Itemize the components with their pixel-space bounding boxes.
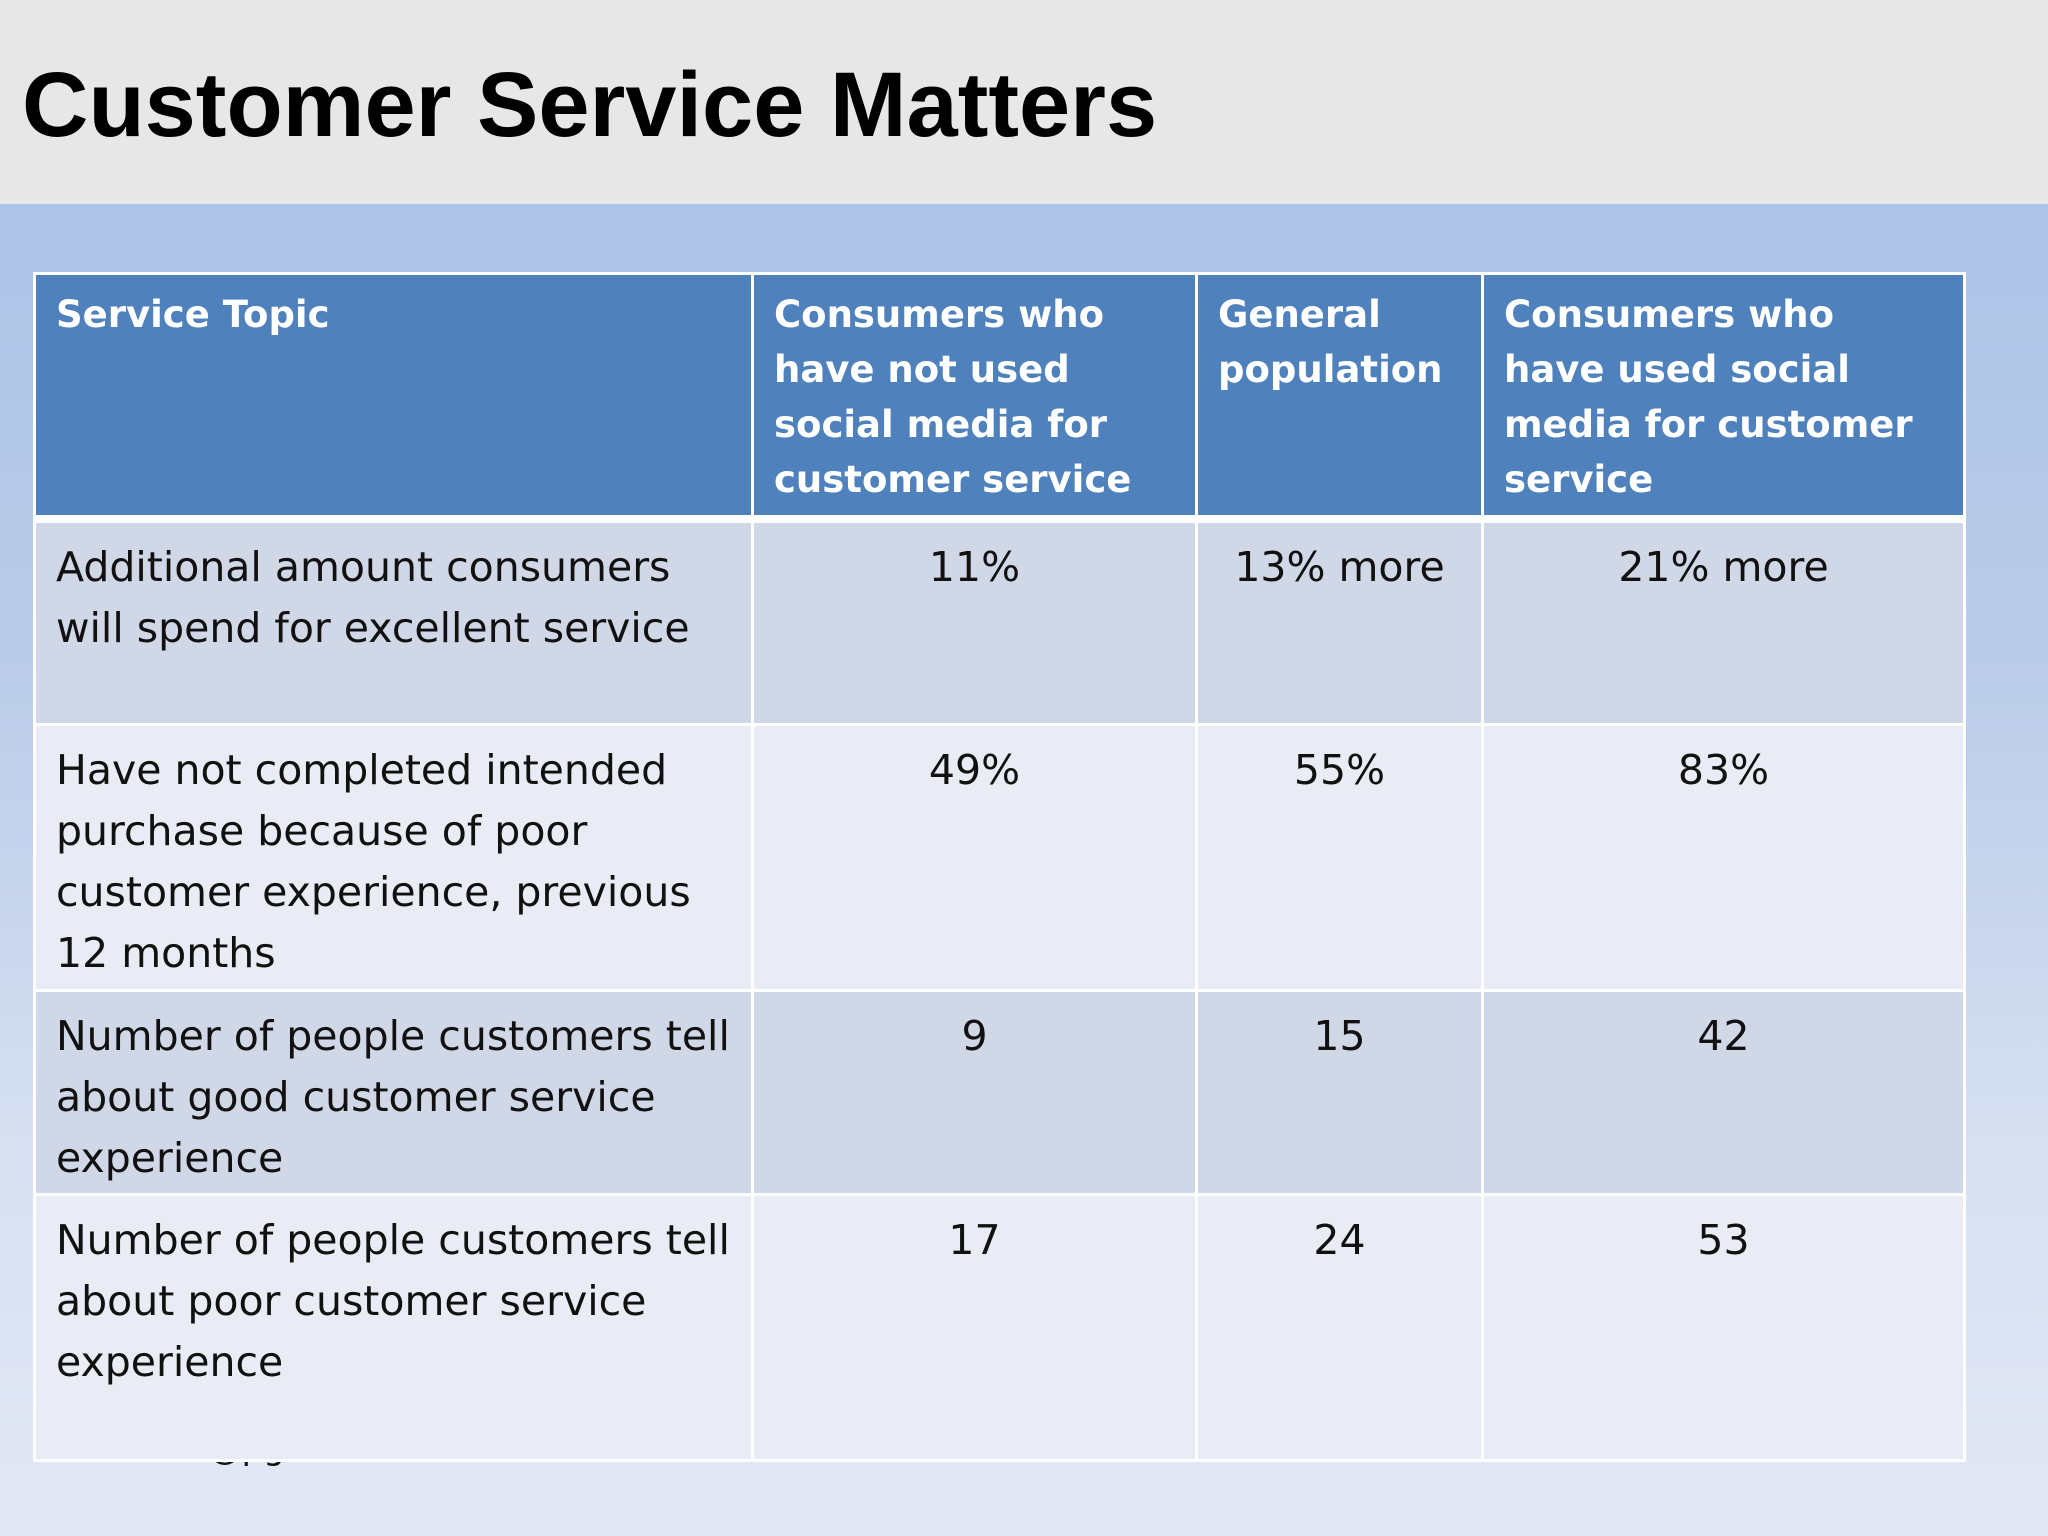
not-used-social-cell: 11%	[751, 517, 1198, 726]
topic-cell: Additional amount consumers will spend f…	[33, 517, 754, 726]
table-row: Additional amount consumers will spend f…	[33, 517, 1966, 726]
not-used-social-cell: 9	[751, 988, 1198, 1196]
header-service-topic: Service Topic	[33, 272, 754, 523]
topic-cell: Have not completed intended purchase bec…	[33, 722, 754, 992]
header-used-social: Consumers who have used social media for…	[1481, 272, 1966, 523]
general-population-cell: 13% more	[1195, 517, 1484, 726]
not-used-social-cell: 17	[751, 1192, 1198, 1462]
table-row: Number of people customers tell about po…	[33, 1192, 1966, 1462]
general-population-cell: 55%	[1195, 722, 1484, 992]
header-not-used-social: Consumers who have not used social media…	[751, 272, 1198, 523]
table-row: Have not completed intended purchase bec…	[33, 722, 1966, 992]
used-social-cell: 21% more	[1481, 517, 1966, 726]
table-body: Additional amount consumers will spend f…	[33, 517, 1966, 1462]
title-bar: Customer Service Matters	[0, 0, 2048, 204]
comparison-table: Service Topic Consumers who have not use…	[33, 272, 1966, 1462]
table-header: Service Topic Consumers who have not use…	[33, 272, 1966, 523]
topic-cell: Number of people customers tell about po…	[33, 1192, 754, 1462]
topic-cell: Number of people customers tell about go…	[33, 988, 754, 1196]
used-social-cell: 42	[1481, 988, 1966, 1196]
general-population-cell: 15	[1195, 988, 1484, 1196]
not-used-social-cell: 49%	[751, 722, 1198, 992]
slide-title: Customer Service Matters	[22, 54, 1158, 156]
used-social-cell: 83%	[1481, 722, 1966, 992]
table-row: Number of people customers tell about go…	[33, 988, 1966, 1196]
header-row: Service Topic Consumers who have not use…	[33, 272, 1966, 523]
general-population-cell: 24	[1195, 1192, 1484, 1462]
header-general-population: General population	[1195, 272, 1484, 523]
used-social-cell: 53	[1481, 1192, 1966, 1462]
